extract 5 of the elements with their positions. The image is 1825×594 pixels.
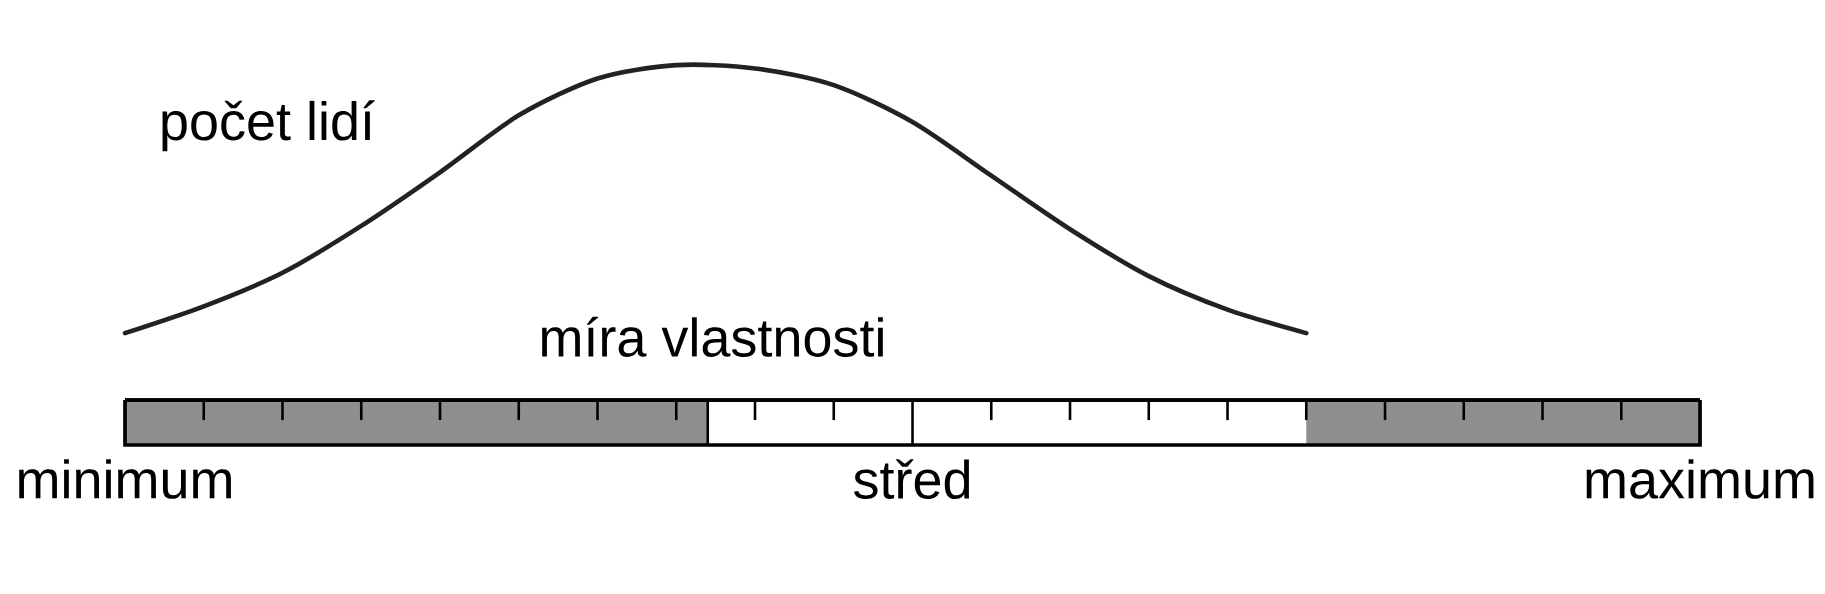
y-axis-title: počet lidí — [162, 100, 375, 152]
x-tick-label: střed — [853, 459, 970, 500]
x-tick-label: maximum — [1586, 459, 1814, 499]
x-tick-label: minimum — [19, 459, 231, 499]
x-axis-title: míra vlastnosti — [542, 316, 883, 357]
